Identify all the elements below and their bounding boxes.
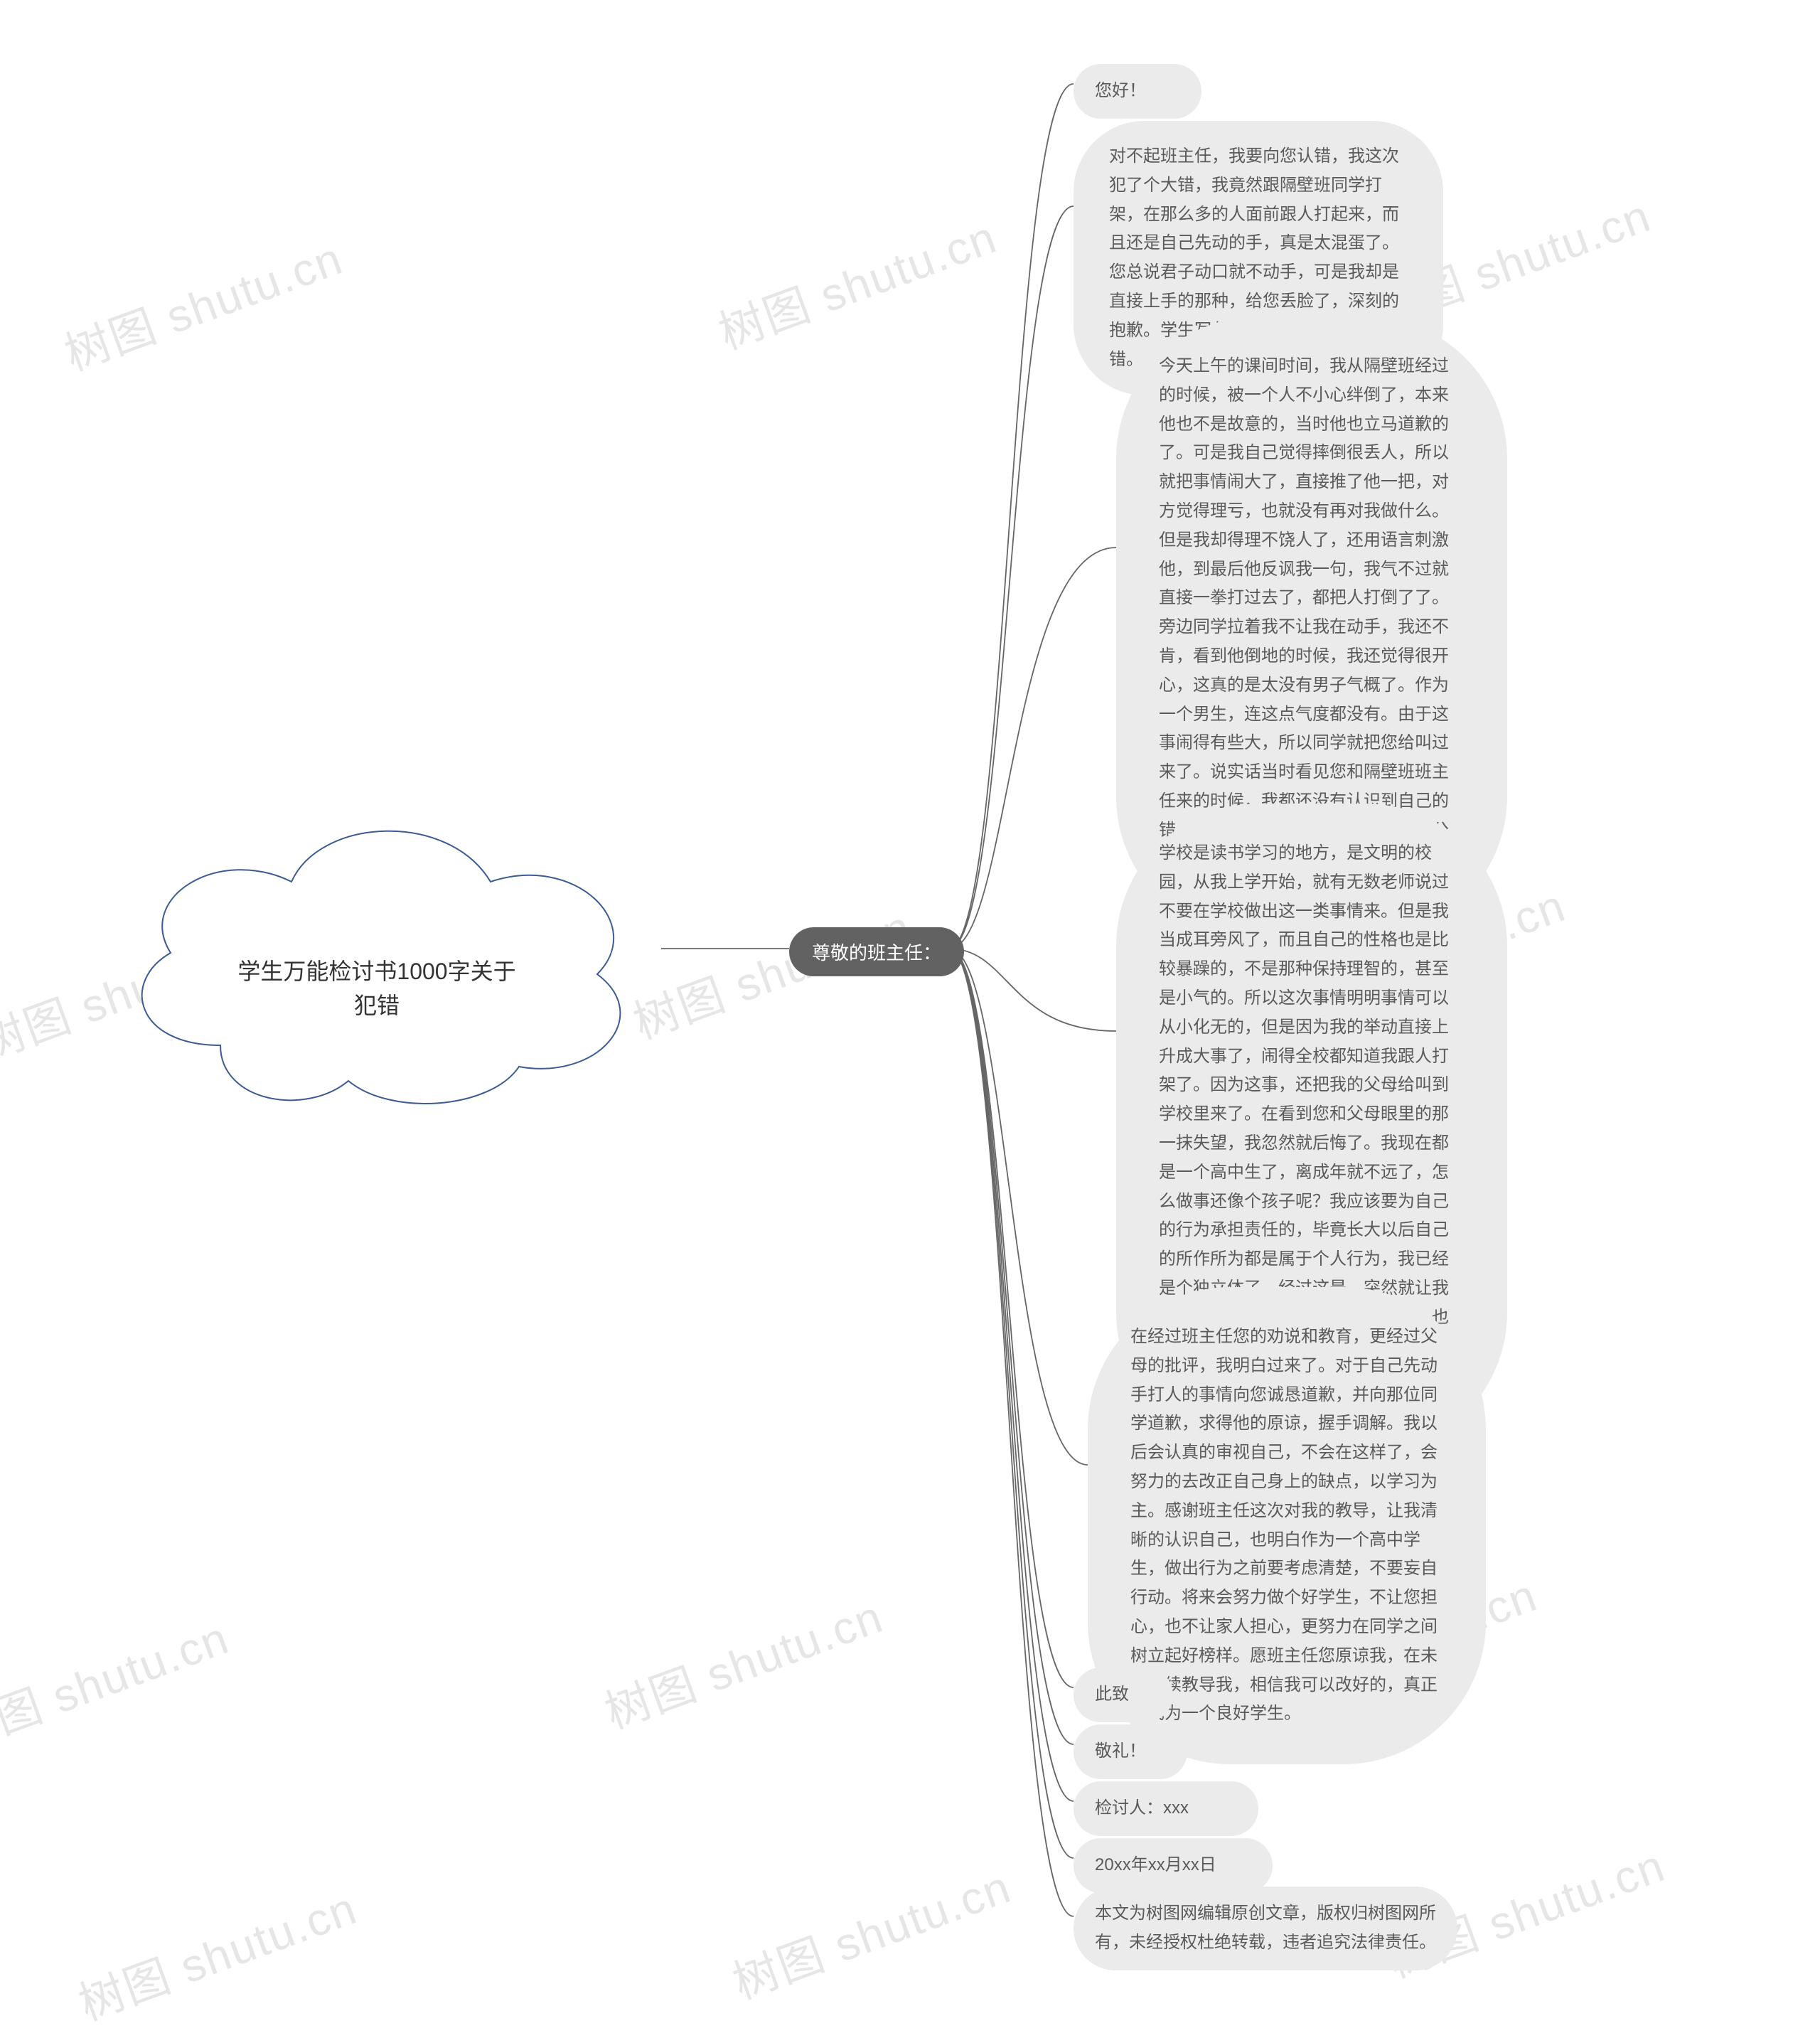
leaf-node-6[interactable]: 敬礼！ — [1074, 1724, 1187, 1779]
watermark: 树图 shutu.cn — [0, 1602, 237, 1763]
watermark: 树图 shutu.cn — [69, 1872, 365, 2033]
leaf-node-9[interactable]: 本文为树图网编辑原创文章，版权归树图网所有，未经授权杜绝转载，违者追究法律责任。 — [1074, 1887, 1457, 1970]
leaf-node-0[interactable]: 您好！ — [1074, 64, 1201, 119]
leaf-node-8[interactable]: 20xx年xx月xx日 — [1074, 1838, 1273, 1893]
root-label: 学生万能检讨书1000字关于犯错 — [228, 954, 526, 1023]
watermark: 树图 shutu.cn — [723, 1851, 1019, 2012]
root-node[interactable]: 学生万能检讨书1000字关于犯错 — [92, 782, 661, 1138]
level1-node[interactable]: 尊敬的班主任： — [789, 927, 964, 976]
watermark: 树图 shutu.cn — [709, 201, 1005, 363]
leaf-node-5[interactable]: 此致 — [1074, 1668, 1173, 1722]
leaf-node-7[interactable]: 检讨人：xxx — [1074, 1781, 1258, 1836]
watermark: 树图 shutu.cn — [595, 1581, 891, 1742]
mindmap-canvas: 树图 shutu.cn 树图 shutu.cn 树图 shutu.cn 树图 s… — [0, 0, 1820, 1932]
watermark: 树图 shutu.cn — [55, 223, 350, 384]
